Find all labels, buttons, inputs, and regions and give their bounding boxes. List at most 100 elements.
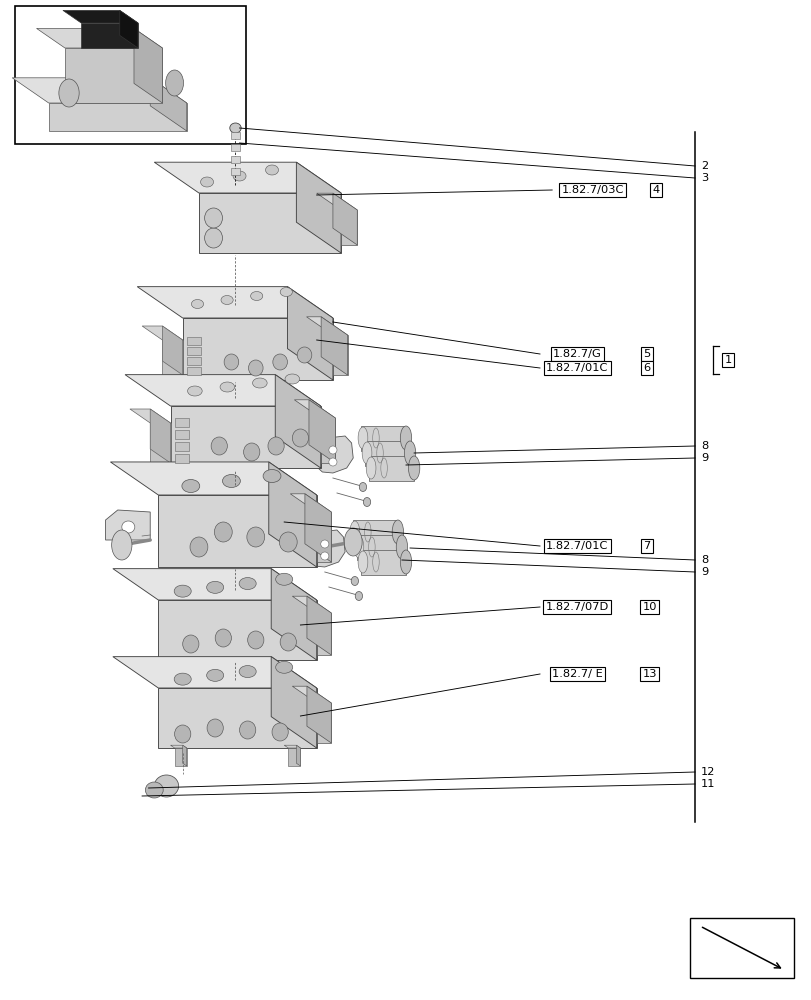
Ellipse shape bbox=[408, 456, 419, 480]
FancyBboxPatch shape bbox=[369, 456, 414, 481]
Ellipse shape bbox=[351, 576, 358, 585]
Ellipse shape bbox=[252, 378, 267, 388]
Text: 7: 7 bbox=[643, 541, 650, 551]
Ellipse shape bbox=[272, 723, 288, 741]
Polygon shape bbox=[296, 162, 341, 253]
FancyBboxPatch shape bbox=[231, 156, 239, 163]
Ellipse shape bbox=[275, 661, 292, 673]
Ellipse shape bbox=[265, 165, 278, 175]
Polygon shape bbox=[275, 375, 320, 468]
Ellipse shape bbox=[204, 228, 222, 248]
Polygon shape bbox=[296, 745, 300, 766]
Polygon shape bbox=[321, 317, 347, 375]
Ellipse shape bbox=[222, 475, 240, 488]
Ellipse shape bbox=[174, 585, 191, 597]
Text: 12: 12 bbox=[700, 767, 714, 777]
Text: 1.82.7/ E: 1.82.7/ E bbox=[551, 669, 602, 679]
Text: 9: 9 bbox=[700, 567, 707, 577]
FancyBboxPatch shape bbox=[231, 144, 239, 151]
Polygon shape bbox=[65, 48, 162, 103]
FancyBboxPatch shape bbox=[353, 520, 397, 545]
Polygon shape bbox=[182, 745, 187, 766]
Ellipse shape bbox=[215, 629, 231, 647]
Ellipse shape bbox=[263, 470, 281, 483]
Polygon shape bbox=[150, 78, 187, 131]
Polygon shape bbox=[150, 409, 170, 463]
Ellipse shape bbox=[400, 426, 411, 450]
Polygon shape bbox=[142, 326, 182, 340]
Polygon shape bbox=[174, 748, 187, 766]
Polygon shape bbox=[307, 596, 331, 655]
Ellipse shape bbox=[230, 123, 241, 133]
Ellipse shape bbox=[285, 374, 299, 384]
Ellipse shape bbox=[154, 775, 178, 797]
Ellipse shape bbox=[182, 635, 199, 653]
Text: 1: 1 bbox=[724, 355, 731, 365]
Polygon shape bbox=[154, 162, 341, 193]
Ellipse shape bbox=[366, 457, 375, 479]
Ellipse shape bbox=[400, 550, 411, 574]
FancyBboxPatch shape bbox=[357, 535, 401, 560]
Polygon shape bbox=[268, 462, 316, 567]
Polygon shape bbox=[105, 510, 150, 540]
FancyBboxPatch shape bbox=[361, 426, 406, 451]
Ellipse shape bbox=[247, 527, 264, 547]
Ellipse shape bbox=[247, 631, 264, 649]
Ellipse shape bbox=[280, 288, 292, 296]
Polygon shape bbox=[49, 103, 187, 131]
Polygon shape bbox=[316, 512, 331, 562]
FancyBboxPatch shape bbox=[689, 918, 793, 978]
Ellipse shape bbox=[224, 354, 238, 370]
Ellipse shape bbox=[280, 633, 296, 651]
Ellipse shape bbox=[174, 725, 191, 743]
Polygon shape bbox=[316, 703, 331, 743]
Polygon shape bbox=[304, 530, 345, 567]
Text: 4: 4 bbox=[652, 185, 659, 195]
Text: 5: 5 bbox=[643, 349, 650, 359]
Polygon shape bbox=[150, 423, 170, 463]
Text: 1.82.7/03C: 1.82.7/03C bbox=[561, 185, 623, 195]
FancyBboxPatch shape bbox=[361, 550, 406, 575]
Text: 9: 9 bbox=[700, 453, 707, 463]
Polygon shape bbox=[125, 375, 320, 406]
Ellipse shape bbox=[344, 528, 362, 556]
Ellipse shape bbox=[248, 360, 263, 376]
Polygon shape bbox=[284, 745, 300, 748]
Polygon shape bbox=[316, 193, 357, 210]
Polygon shape bbox=[271, 569, 316, 660]
Polygon shape bbox=[120, 10, 138, 48]
Ellipse shape bbox=[239, 721, 255, 739]
Text: 1.82.7/01C: 1.82.7/01C bbox=[546, 541, 607, 551]
Polygon shape bbox=[162, 340, 182, 375]
Ellipse shape bbox=[328, 458, 337, 466]
Text: 1.82.7/07D: 1.82.7/07D bbox=[545, 602, 608, 612]
Polygon shape bbox=[292, 686, 331, 703]
Ellipse shape bbox=[204, 208, 222, 228]
FancyBboxPatch shape bbox=[365, 441, 410, 466]
Polygon shape bbox=[113, 569, 316, 600]
Polygon shape bbox=[309, 400, 335, 463]
Polygon shape bbox=[292, 596, 331, 613]
Ellipse shape bbox=[190, 537, 208, 557]
Polygon shape bbox=[170, 406, 320, 468]
FancyBboxPatch shape bbox=[231, 168, 239, 175]
Text: 2: 2 bbox=[700, 161, 707, 171]
Polygon shape bbox=[320, 418, 335, 463]
Ellipse shape bbox=[320, 552, 328, 560]
Polygon shape bbox=[130, 409, 170, 423]
Polygon shape bbox=[182, 318, 333, 380]
Ellipse shape bbox=[211, 437, 227, 455]
Text: 11: 11 bbox=[700, 779, 714, 789]
Polygon shape bbox=[333, 335, 347, 375]
Polygon shape bbox=[158, 688, 316, 748]
Ellipse shape bbox=[320, 540, 328, 548]
Ellipse shape bbox=[220, 382, 234, 392]
Ellipse shape bbox=[187, 386, 202, 396]
Polygon shape bbox=[12, 78, 187, 103]
Ellipse shape bbox=[363, 497, 370, 506]
Ellipse shape bbox=[238, 578, 256, 590]
FancyBboxPatch shape bbox=[174, 454, 189, 463]
FancyBboxPatch shape bbox=[174, 418, 189, 427]
Polygon shape bbox=[312, 436, 353, 473]
Polygon shape bbox=[294, 400, 335, 418]
